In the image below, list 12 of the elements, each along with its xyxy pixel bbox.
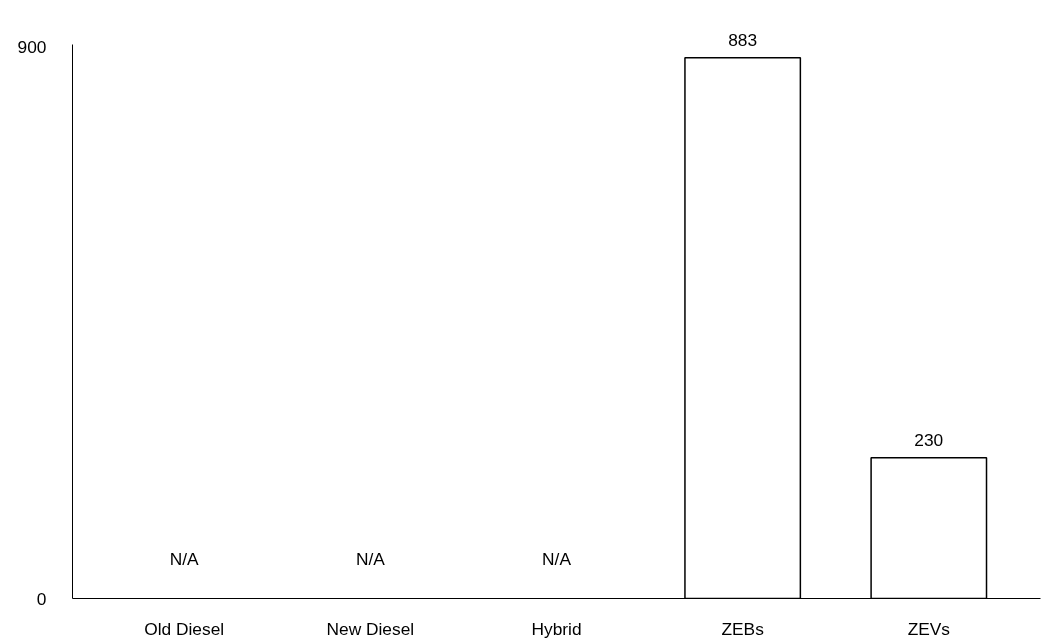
text: N/A [169, 548, 199, 569]
x-tick-label: Old Diesel [144, 618, 225, 639]
data-label: 883 [728, 29, 758, 50]
x-tick-label: Hybrid [531, 618, 582, 639]
x-tick-label: ZEVs [907, 618, 951, 639]
text: N/A [355, 548, 385, 569]
y-tick-label: 900 [17, 37, 47, 58]
x-tick-label: ZEBs [721, 618, 765, 639]
text: N/A [542, 548, 571, 569]
y-tick-label: 0 [36, 588, 47, 609]
x-tick-label: New Diesel [326, 618, 415, 639]
data-label: 230 [914, 429, 944, 450]
